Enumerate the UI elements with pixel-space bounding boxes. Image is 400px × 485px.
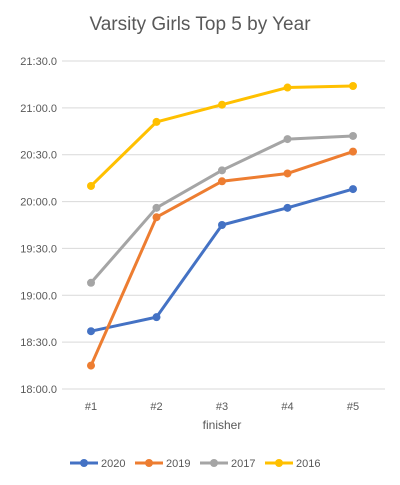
- series-line: [89, 134, 355, 285]
- x-tick-label: #5: [347, 401, 359, 413]
- legend: 2020 2019 2017 2016: [70, 458, 320, 470]
- series-line: [89, 187, 355, 333]
- data-point: [218, 100, 226, 109]
- legend-label: 2019: [166, 458, 190, 470]
- data-point: [218, 166, 226, 175]
- y-tick-label: 18:00.0: [20, 384, 57, 396]
- data-point: [152, 313, 161, 322]
- data-point: [87, 327, 95, 336]
- data-point: [283, 169, 292, 178]
- legend-item-2016: 2016: [265, 458, 320, 470]
- series-2017: [87, 131, 357, 287]
- legend-item-2020: 2020: [70, 458, 125, 470]
- y-tick-label: 20:30.0: [20, 150, 57, 162]
- data-point: [283, 135, 292, 144]
- legend-swatch-marker: [275, 459, 283, 467]
- data-point: [152, 117, 161, 126]
- gridlines: [62, 60, 385, 390]
- series-2020: [87, 185, 357, 336]
- data-point: [152, 203, 161, 212]
- data-point: [87, 181, 95, 190]
- y-tick-label: 19:30.0: [20, 243, 57, 255]
- data-point: [349, 147, 357, 156]
- legend-label: 2016: [296, 458, 320, 470]
- y-tick-label: 21:00.0: [20, 103, 57, 115]
- data-point: [283, 83, 292, 92]
- legend-label: 2020: [101, 458, 125, 470]
- legend-item-2019: 2019: [135, 458, 190, 470]
- data-point: [218, 177, 226, 186]
- series-lines: [87, 81, 357, 370]
- data-point: [349, 131, 357, 140]
- y-tick-label: 19:00.0: [20, 290, 57, 302]
- y-tick-label: 20:00.0: [20, 197, 57, 209]
- x-tick-label: #1: [85, 401, 97, 413]
- series-2019: [87, 147, 357, 370]
- legend-label: 2017: [231, 458, 255, 470]
- legend-swatch-marker: [80, 459, 88, 467]
- data-point: [349, 185, 357, 194]
- x-axis-ticks: #1 #2 #3 #4 #5: [85, 401, 359, 413]
- legend-swatch-marker: [145, 459, 153, 467]
- x-tick-label: #4: [281, 401, 293, 413]
- data-point: [218, 221, 226, 229]
- legend-swatch-marker: [210, 459, 218, 467]
- series-2016: [87, 81, 357, 190]
- data-point: [87, 278, 95, 287]
- y-axis-ticks: 18:00.0 18:30.0 19:00.0 19:30.0 20:00.0 20:30…: [20, 56, 57, 396]
- y-tick-label: 21:30.0: [20, 56, 57, 68]
- data-point: [283, 203, 292, 212]
- data-point: [87, 361, 95, 370]
- x-axis-label: finisher: [203, 418, 242, 432]
- x-tick-label: #3: [216, 401, 228, 413]
- chart-title: Varsity Girls Top 5 by Year: [89, 14, 311, 35]
- legend-item-2017: 2017: [200, 458, 255, 470]
- data-point: [152, 213, 161, 222]
- y-tick-label: 18:30.0: [20, 337, 57, 349]
- data-point: [349, 81, 357, 90]
- x-tick-label: #2: [150, 401, 162, 413]
